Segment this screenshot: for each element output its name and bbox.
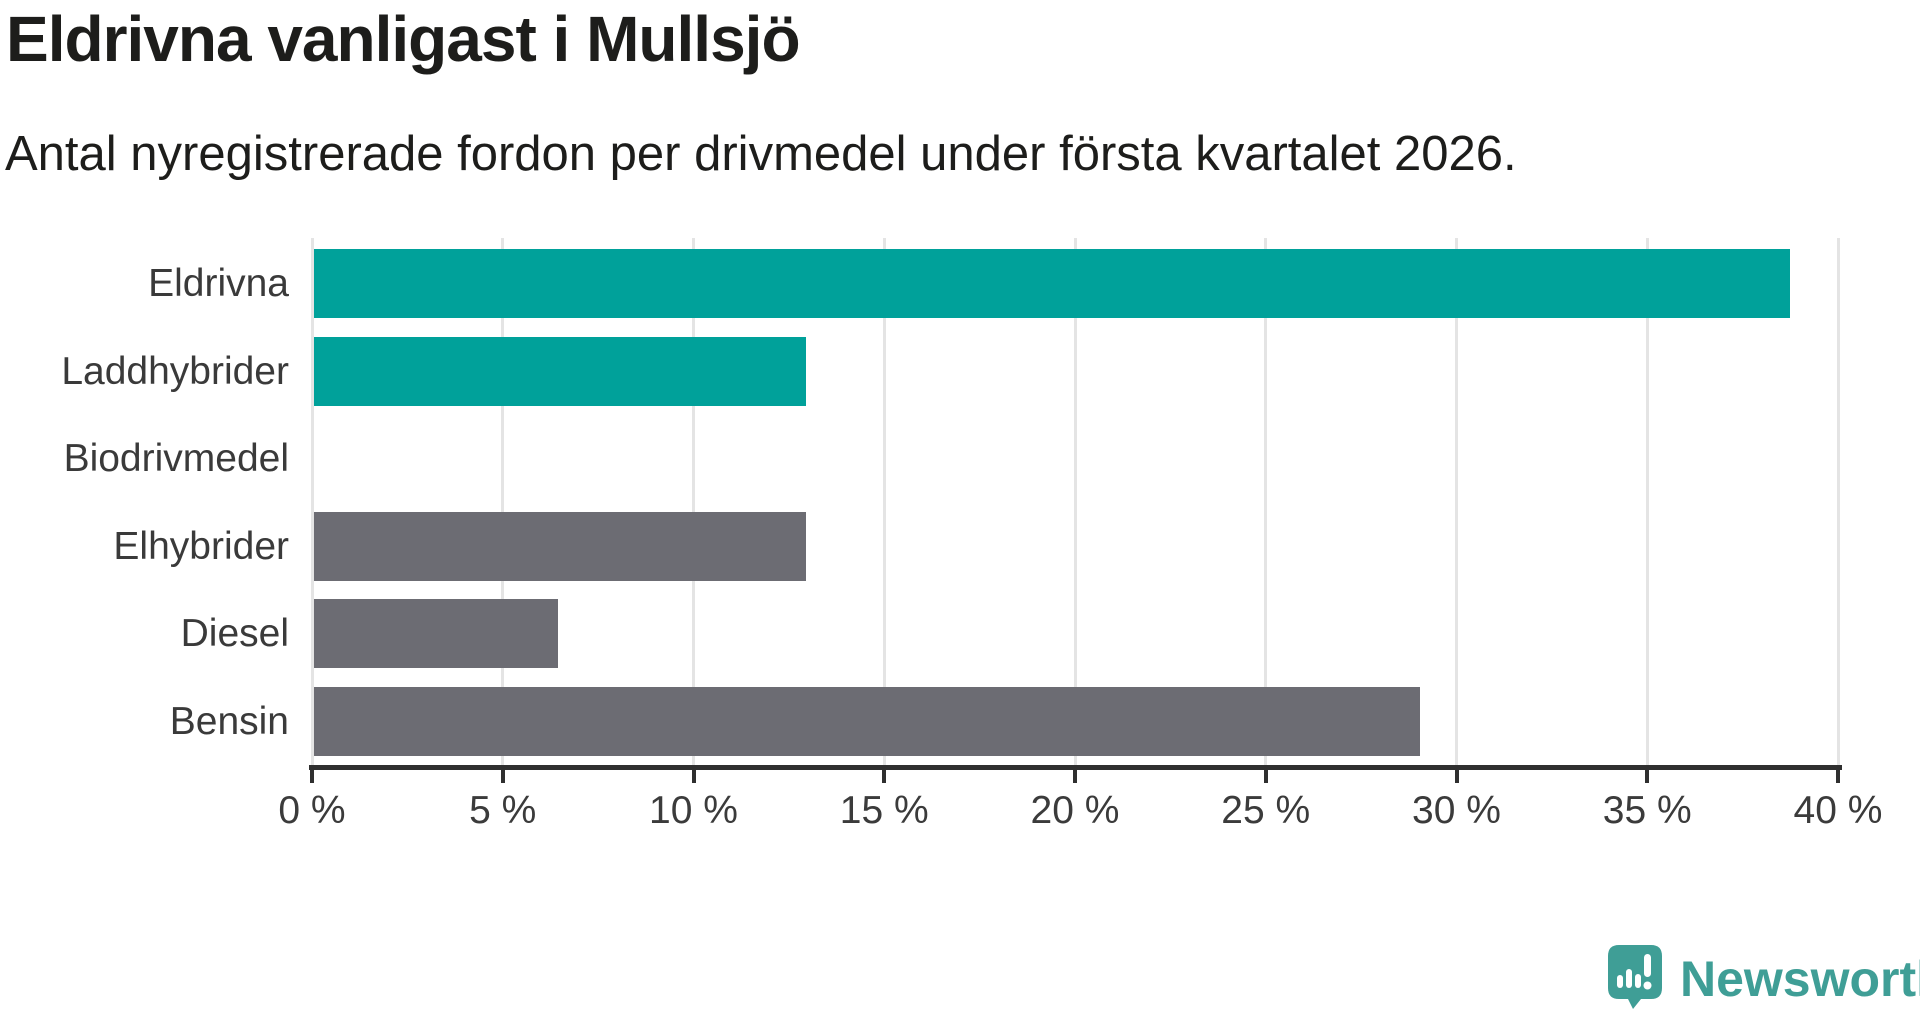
axis-tick-label: 10 % bbox=[649, 789, 738, 832]
axis-tick bbox=[882, 769, 887, 783]
axis-tick bbox=[1263, 769, 1268, 783]
category-label: Eldrivna bbox=[148, 262, 289, 305]
axis-tick-label: 0 % bbox=[278, 789, 346, 832]
category-label: Laddhybrider bbox=[61, 349, 289, 393]
gridline bbox=[882, 238, 886, 765]
gridline bbox=[310, 238, 314, 765]
axis-tick-label: 5 % bbox=[469, 789, 537, 832]
axis-tick bbox=[500, 769, 505, 783]
axis-tick-label: 20 % bbox=[1030, 789, 1120, 832]
axis-tick-label: 30 % bbox=[1412, 789, 1501, 832]
logo-chart-bar-icon bbox=[1617, 975, 1623, 988]
logo-chart-bar-icon bbox=[1626, 969, 1632, 988]
category-label: Biodrivmedel bbox=[63, 437, 289, 480]
axis-tick bbox=[1836, 769, 1840, 783]
logo-exclamation-icon bbox=[1644, 954, 1651, 977]
gridline bbox=[501, 238, 505, 765]
gridline bbox=[1836, 238, 1840, 765]
gridline bbox=[1073, 238, 1077, 765]
axis-tick-label: 35 % bbox=[1602, 789, 1692, 832]
axis-tick-label: 15 % bbox=[839, 789, 929, 832]
bar bbox=[314, 686, 1421, 756]
axis-tick bbox=[310, 769, 314, 783]
logo-chart-bar-icon bbox=[1635, 974, 1641, 988]
logo-exclamation-dot-icon bbox=[1643, 981, 1652, 990]
newsworthy-logo: Newsworthy bbox=[1606, 944, 1920, 1010]
x-axis-line bbox=[309, 765, 1842, 770]
newsworthy-logo-icon bbox=[1608, 945, 1662, 1009]
category-label: Diesel bbox=[180, 612, 289, 655]
bar bbox=[314, 599, 559, 668]
axis-tick bbox=[691, 769, 696, 783]
category-label: Elhybrider bbox=[113, 524, 289, 568]
bar bbox=[314, 249, 1791, 318]
gridline bbox=[1264, 238, 1268, 765]
axis-tick bbox=[1454, 769, 1459, 783]
chart-subtitle: Antal nyregistrerade fordon per drivmede… bbox=[5, 127, 1517, 181]
bar bbox=[314, 336, 807, 406]
axis-tick-label: 40 % bbox=[1793, 789, 1883, 832]
newsworthy-logo-text: Newsworthy bbox=[1680, 951, 1920, 1007]
bar bbox=[314, 511, 807, 581]
axis-tick-label: 25 % bbox=[1221, 789, 1311, 832]
gridline bbox=[1645, 238, 1649, 765]
gridline bbox=[1455, 238, 1458, 765]
category-label: Bensin bbox=[169, 699, 289, 743]
axis-tick bbox=[1073, 769, 1077, 783]
chart-title: Eldrivna vanligast i Mullsjö bbox=[6, 3, 801, 75]
gridline bbox=[692, 238, 695, 765]
axis-tick bbox=[1645, 769, 1650, 783]
